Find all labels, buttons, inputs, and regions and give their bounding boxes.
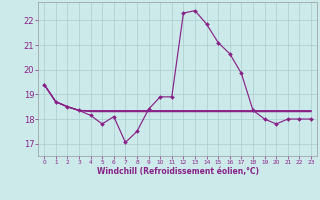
X-axis label: Windchill (Refroidissement éolien,°C): Windchill (Refroidissement éolien,°C) bbox=[97, 167, 259, 176]
